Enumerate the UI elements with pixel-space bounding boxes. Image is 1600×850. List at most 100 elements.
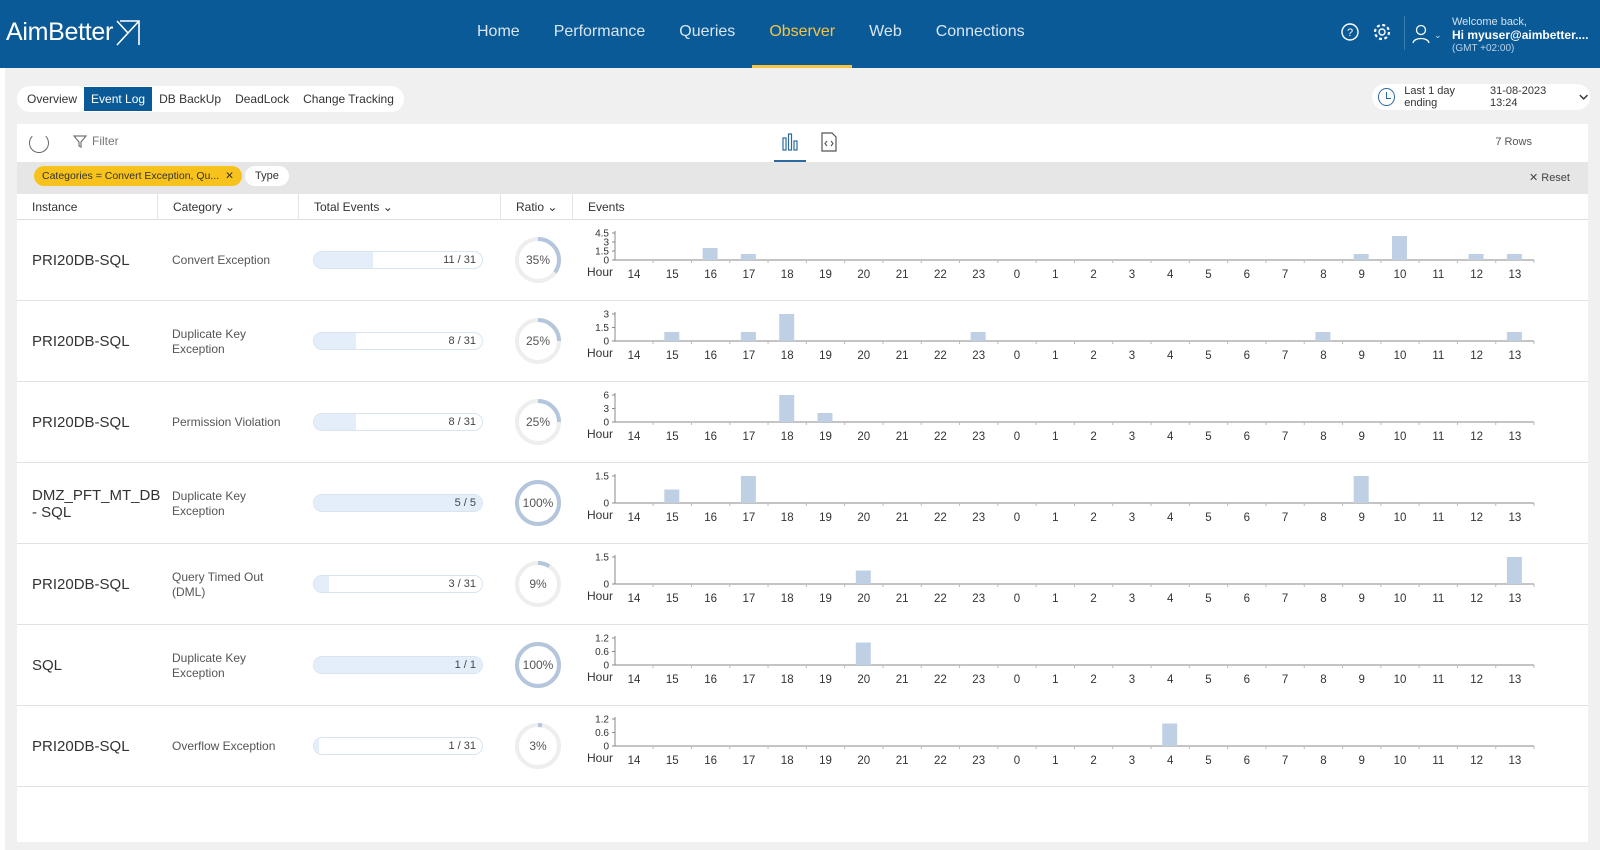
total-events-count: 1 / 1 <box>454 659 476 671</box>
observer-subtabs: Overview Event Log DB BackUp DeadLock Change… <box>17 86 404 112</box>
column-header-ratio[interactable]: Ratio ⌄ <box>501 194 573 220</box>
user-menu-chevron-icon[interactable]: ⌄ <box>1434 30 1442 40</box>
x-tick-label: 12 <box>1470 593 1483 605</box>
nav-item-queries[interactable]: Queries <box>679 23 736 40</box>
nav-item-web[interactable]: Web <box>869 23 902 40</box>
reset-button[interactable]: ✕ Reset <box>1529 171 1570 184</box>
x-tick-label: 12 <box>1470 755 1483 767</box>
x-tick-label: 3 <box>1129 431 1135 443</box>
user-icon[interactable] <box>1412 24 1430 44</box>
column-header-total-events[interactable]: Total Events ⌄ <box>299 194 501 220</box>
nav-item-observer[interactable]: Observer <box>752 0 852 68</box>
total-events-bar: 1 / 1 <box>313 656 483 674</box>
nav-item-performance[interactable]: Performance <box>553 23 646 40</box>
ratio-ring-arc <box>515 480 561 526</box>
table-row[interactable]: PRI20DB-SQL Duplicate Key Exception 8 / 31… <box>17 301 1588 382</box>
column-header-instance[interactable]: Instance <box>17 194 158 220</box>
x-tick-label: 13 <box>1509 350 1522 362</box>
x-tick-label: 7 <box>1282 755 1288 767</box>
y-tick-label: 1.2 <box>595 634 609 645</box>
instance-header-label: Instance <box>32 200 78 214</box>
left-sidebar-collapsed[interactable] <box>0 68 5 850</box>
remove-filter-icon[interactable]: ✕ <box>225 170 234 182</box>
x-tick-label: 11 <box>1432 431 1444 443</box>
settings-gear-icon[interactable] <box>1372 22 1392 42</box>
x-tick-label: 13 <box>1509 512 1522 524</box>
tab-overview[interactable]: Overview <box>27 92 78 106</box>
ratio-ring: 25% <box>514 398 562 446</box>
x-tick-label: 19 <box>819 269 832 281</box>
code-view-toggle[interactable] <box>820 132 838 157</box>
x-tick-label: 22 <box>934 512 947 524</box>
top-navigation-bar: AimBetter Home Performance Queries Observer… <box>0 0 1600 68</box>
x-tick-label: 5 <box>1205 431 1211 443</box>
table-row[interactable]: PRI20DB-SQL Convert Exception 11 / 31 35% 4.… <box>17 220 1588 301</box>
total-events-bar-fill <box>314 576 330 592</box>
x-tick-label: 9 <box>1358 593 1364 605</box>
filter-button[interactable]: Filter <box>73 134 119 148</box>
x-tick-label: 9 <box>1358 755 1364 767</box>
x-tick-label: 23 <box>972 350 985 362</box>
nav-item-connections[interactable]: Connections <box>935 23 1025 40</box>
column-header-category[interactable]: Category ⌄ <box>158 194 299 220</box>
chart-view-toggle[interactable] <box>774 132 806 162</box>
type-filter-chip[interactable]: Type <box>245 166 289 186</box>
table-row[interactable]: PRI20DB-SQL Overflow Exception 1 / 31 3% 1.2… <box>17 706 1588 787</box>
filter-label: Filter <box>92 134 119 148</box>
total-events-bar-fill <box>314 333 356 349</box>
x-tick-label: 20 <box>857 674 870 686</box>
x-tick-label: 6 <box>1244 755 1250 767</box>
x-tick-label: 22 <box>934 431 947 443</box>
total-events-bar: 1 / 31 <box>313 737 483 755</box>
x-tick-label: 15 <box>666 431 679 443</box>
x-tick-label: 6 <box>1244 431 1250 443</box>
x-tick-label: 9 <box>1358 512 1364 524</box>
category-name: Query Timed Out (DML) <box>172 570 264 599</box>
user-greeting: Hi myuser@aimbetter.... <box>1452 28 1589 42</box>
date-range-picker[interactable]: Last 1 day ending 31-08-2023 13:24 <box>1372 84 1590 110</box>
x-tick-label: 14 <box>628 269 641 281</box>
x-tick-label: 0 <box>1014 269 1020 281</box>
y-tick-label: 0 <box>603 418 609 429</box>
x-tick-label: 13 <box>1509 431 1522 443</box>
event-bar <box>1468 254 1484 260</box>
x-tick-label: 9 <box>1358 674 1364 686</box>
x-tick-label: 11 <box>1432 350 1444 362</box>
user-welcome[interactable]: Welcome back, Hi myuser@aimbetter.... (G… <box>1452 16 1588 55</box>
x-tick-label: 14 <box>628 593 641 605</box>
help-icon[interactable]: ? <box>1340 22 1360 42</box>
tab-deadlock[interactable]: DeadLock <box>235 92 290 106</box>
table-row[interactable]: SQL Duplicate Key Exception 1 / 1 100% 1.2 0.… <box>17 625 1588 706</box>
ratio-value: 3% <box>529 739 547 753</box>
x-tick-label: 21 <box>896 512 909 524</box>
tab-event-log[interactable]: Event Log <box>84 87 153 111</box>
x-tick-label: 7 <box>1282 269 1288 281</box>
x-tick-label: 21 <box>896 755 909 767</box>
brand-logo[interactable]: AimBetter <box>6 18 141 47</box>
category-filter-chip[interactable]: Categories = Convert Exception, Qu... ✕ <box>34 166 242 186</box>
tab-db-backup[interactable]: DB BackUp <box>159 92 222 106</box>
y-tick-label: 1.5 <box>595 247 609 258</box>
instance-name: DMZ_PFT_MT_DB - SQL <box>32 487 161 521</box>
tab-change-tracking[interactable]: Change Tracking <box>303 92 394 106</box>
x-tick-label: 13 <box>1509 593 1522 605</box>
nav-item-home[interactable]: Home <box>477 23 520 40</box>
x-tick-label: 20 <box>857 350 870 362</box>
x-tick-label: 17 <box>743 593 756 605</box>
x-tick-label: 11 <box>1432 674 1444 686</box>
table-row[interactable]: DMZ_PFT_MT_DB - SQL Duplicate Key Excepti… <box>17 463 1588 544</box>
table-row[interactable]: PRI20DB-SQL Query Timed Out (DML) 3 / 31 9%… <box>17 544 1588 625</box>
refresh-icon[interactable] <box>29 133 49 153</box>
total-events-bar-fill <box>314 414 356 430</box>
table-row[interactable]: PRI20DB-SQL Permission Violation 8 / 31 25%… <box>17 382 1588 463</box>
panel-toolbar: Filter 7 Rows <box>17 124 1588 162</box>
event-bar <box>740 332 756 341</box>
x-tick-label: 18 <box>781 755 794 767</box>
x-axis-label: Hour <box>587 346 613 360</box>
x-tick-label: 1 <box>1052 269 1058 281</box>
x-tick-label: 4 <box>1167 755 1174 767</box>
category-name: Convert Exception <box>172 253 271 267</box>
x-tick-label: 13 <box>1509 269 1522 281</box>
total-events-bar: 3 / 31 <box>313 575 483 593</box>
